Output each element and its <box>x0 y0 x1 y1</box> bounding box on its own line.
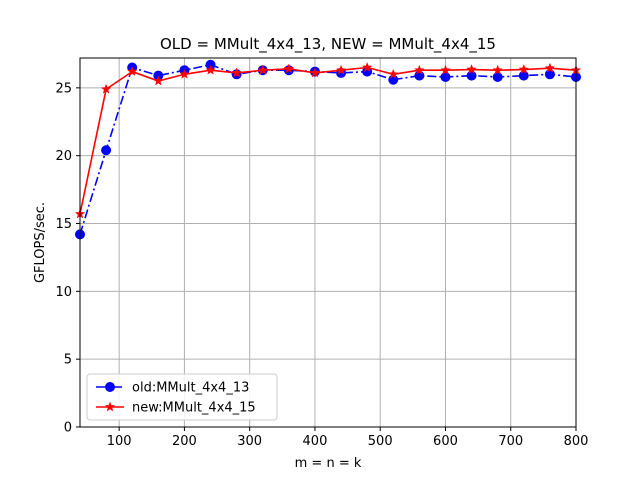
y-axis-label: GFLOPS/sec. <box>33 202 48 283</box>
data-point <box>518 70 529 81</box>
legend-marker <box>105 382 115 392</box>
plot-frame <box>79 57 577 428</box>
data-point <box>126 66 138 77</box>
y-tick-label: 10 <box>55 285 72 300</box>
data-point <box>544 62 556 73</box>
x-tick-label: 600 <box>433 434 458 449</box>
y-tick-label: 20 <box>55 149 72 164</box>
data-point <box>179 68 190 79</box>
data-point <box>518 64 530 74</box>
data-point <box>231 67 242 78</box>
x-tick-label: 200 <box>172 434 197 449</box>
y-tick-label: 0 <box>64 421 72 436</box>
data-point <box>101 145 112 156</box>
legend-item: new:MMult_4x4_15 <box>96 401 256 416</box>
data-point <box>309 67 321 78</box>
data-point <box>335 64 347 75</box>
data-point <box>466 64 477 74</box>
legend-box <box>86 373 278 421</box>
y-tick-label: 5 <box>64 353 72 368</box>
legend-label: new:MMult_4x4_15 <box>132 401 256 416</box>
series-layer <box>74 59 582 240</box>
legend-label: old:MMult_4x4_13 <box>132 381 249 396</box>
legend-marker <box>104 401 116 412</box>
x-axis-label: m = n = k <box>295 456 362 471</box>
data-point <box>544 69 555 80</box>
data-point <box>257 64 268 75</box>
series-1 <box>74 61 582 219</box>
ticks: 100 200 300 400 500 600 700 800 0 5 10 15 20 25 <box>55 81 588 449</box>
legend-item: old:MMult_4x4_13 <box>96 381 249 396</box>
x-tick-label: 400 <box>303 434 328 449</box>
y-tick-label: 25 <box>55 81 72 96</box>
x-tick-label: 700 <box>498 434 523 449</box>
legend: old:MMult_4x4_13 new:MMult_4x4_15 <box>86 373 278 421</box>
data-point <box>205 64 216 75</box>
y-tick-label: 15 <box>55 217 72 232</box>
data-point <box>440 64 451 75</box>
data-point <box>153 75 164 86</box>
x-tick-label: 100 <box>107 434 132 449</box>
x-tick-label: 800 <box>564 434 589 449</box>
data-point <box>361 61 373 72</box>
data-point <box>466 70 477 81</box>
data-point <box>440 71 451 82</box>
data-point <box>414 64 425 75</box>
data-point <box>100 83 112 94</box>
chart-title: OLD = MMult_4x4_13, NEW = MMult_4x4_15 <box>160 35 496 54</box>
data-point <box>388 68 399 79</box>
x-tick-label: 500 <box>368 434 393 449</box>
data-point <box>492 71 503 82</box>
x-tick-label: 300 <box>237 434 262 449</box>
data-point <box>283 63 295 74</box>
data-point <box>492 64 503 75</box>
